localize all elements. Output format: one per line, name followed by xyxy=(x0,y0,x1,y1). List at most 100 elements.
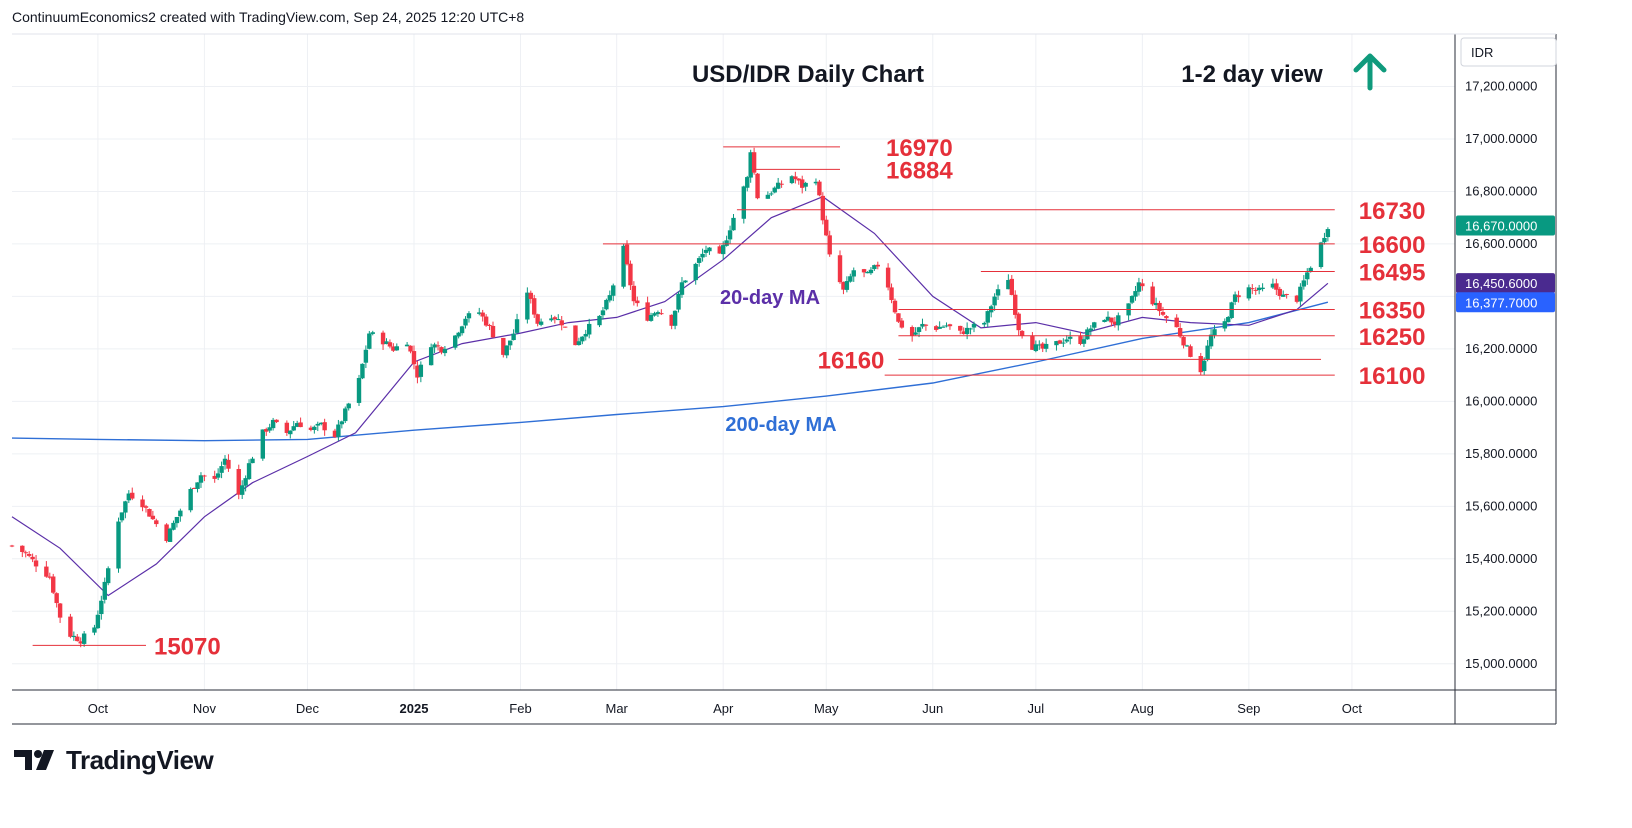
candle-body xyxy=(243,478,248,486)
candle-body xyxy=(504,345,509,356)
currency-label: IDR xyxy=(1471,45,1493,60)
candle-body xyxy=(315,423,320,426)
candle-body xyxy=(971,323,977,328)
candle-body xyxy=(1054,341,1059,346)
candle-body xyxy=(748,152,753,178)
candle-body xyxy=(428,347,434,366)
y-tick-label: 15,800.0000 xyxy=(1465,446,1537,461)
tradingview-logo-icon xyxy=(14,750,54,770)
candle-body xyxy=(171,522,176,530)
candle-body xyxy=(1229,302,1234,318)
candle-body xyxy=(817,181,822,196)
candle-body xyxy=(44,566,49,577)
candle-body xyxy=(995,289,1001,296)
candle-body xyxy=(964,327,970,335)
candle-body xyxy=(130,492,135,499)
candle-body xyxy=(703,249,709,253)
candle-body xyxy=(885,267,891,288)
candle-body xyxy=(167,528,173,542)
candle-body xyxy=(332,430,338,438)
candle-body xyxy=(851,270,856,277)
candle-body xyxy=(1212,329,1217,336)
candle-body xyxy=(480,312,485,317)
candle-body xyxy=(219,466,224,473)
candle-body xyxy=(982,322,987,325)
candle-body xyxy=(820,195,826,221)
candle-body xyxy=(501,337,506,355)
candle-body xyxy=(30,556,35,560)
candle-body xyxy=(1140,283,1145,287)
up-arrow-icon xyxy=(1353,53,1387,91)
candle-body xyxy=(140,499,145,508)
candle-body xyxy=(1129,296,1135,303)
candle-body xyxy=(676,293,681,310)
candle-body xyxy=(580,336,585,342)
candle-body xyxy=(154,520,159,525)
candle-body xyxy=(583,333,588,337)
level-label-15070: 15070 xyxy=(154,633,221,660)
candle-body xyxy=(1092,322,1097,328)
candle-body xyxy=(188,488,193,511)
candle-body xyxy=(212,475,217,479)
candle-body xyxy=(645,302,650,321)
candle-body xyxy=(779,183,784,185)
candle-body xyxy=(288,430,293,435)
candle-body xyxy=(1102,319,1107,323)
price-badge-label: 16,450.6000 xyxy=(1465,276,1537,291)
candle-body xyxy=(916,327,922,332)
candle-body xyxy=(648,314,654,321)
candle-body xyxy=(1057,340,1063,344)
candle-body xyxy=(652,313,657,316)
candle-body xyxy=(71,635,77,638)
candle-body xyxy=(532,298,537,315)
ma200-line xyxy=(11,301,1329,442)
candle-body xyxy=(147,508,152,517)
candle-body xyxy=(51,576,56,593)
candle-body xyxy=(775,182,781,189)
candle-body xyxy=(896,313,901,322)
candle-body xyxy=(607,295,613,301)
candle-body xyxy=(95,614,101,629)
candle-body xyxy=(1068,336,1073,339)
candle-body xyxy=(33,560,39,567)
candle-body xyxy=(99,600,104,615)
candle-body xyxy=(920,323,925,327)
candle-body xyxy=(724,240,729,246)
candle-body xyxy=(1030,336,1035,350)
candle-body xyxy=(1253,289,1258,291)
candle-body xyxy=(525,292,530,320)
candle-body xyxy=(958,325,963,331)
candle-body xyxy=(487,325,492,327)
candle-body xyxy=(267,427,272,431)
chart-title: USD/IDR Daily Chart xyxy=(692,61,924,88)
tradingview-logo[interactable]: TradingView xyxy=(14,744,214,776)
candle-body xyxy=(150,515,156,520)
level-label-16600: 16600 xyxy=(1359,232,1426,259)
y-tick-label: 15,400.0000 xyxy=(1465,551,1537,566)
candle-body xyxy=(796,178,801,181)
candle-body xyxy=(861,269,867,273)
candle-body xyxy=(562,326,568,328)
price-badge-label: 16,670.0000 xyxy=(1465,219,1537,234)
candle-body xyxy=(672,310,678,326)
candle-body xyxy=(700,253,705,258)
candle-body xyxy=(47,576,52,578)
candle-body xyxy=(872,265,877,270)
candle-body xyxy=(81,633,87,644)
candle-body xyxy=(360,363,365,379)
candle-body xyxy=(937,326,942,329)
candle-body xyxy=(865,271,870,274)
candle-body xyxy=(336,424,341,437)
candle-body xyxy=(683,280,688,283)
candle-body xyxy=(875,264,880,267)
candle-body xyxy=(803,182,808,187)
candle-body xyxy=(26,554,32,556)
candle-body xyxy=(191,487,197,489)
candle-body xyxy=(260,429,266,459)
candle-body xyxy=(1222,321,1228,329)
candle-body xyxy=(720,245,726,255)
y-tick-label: 16,600.0000 xyxy=(1465,236,1537,251)
candle-body xyxy=(459,326,465,334)
candle-body xyxy=(123,501,128,513)
